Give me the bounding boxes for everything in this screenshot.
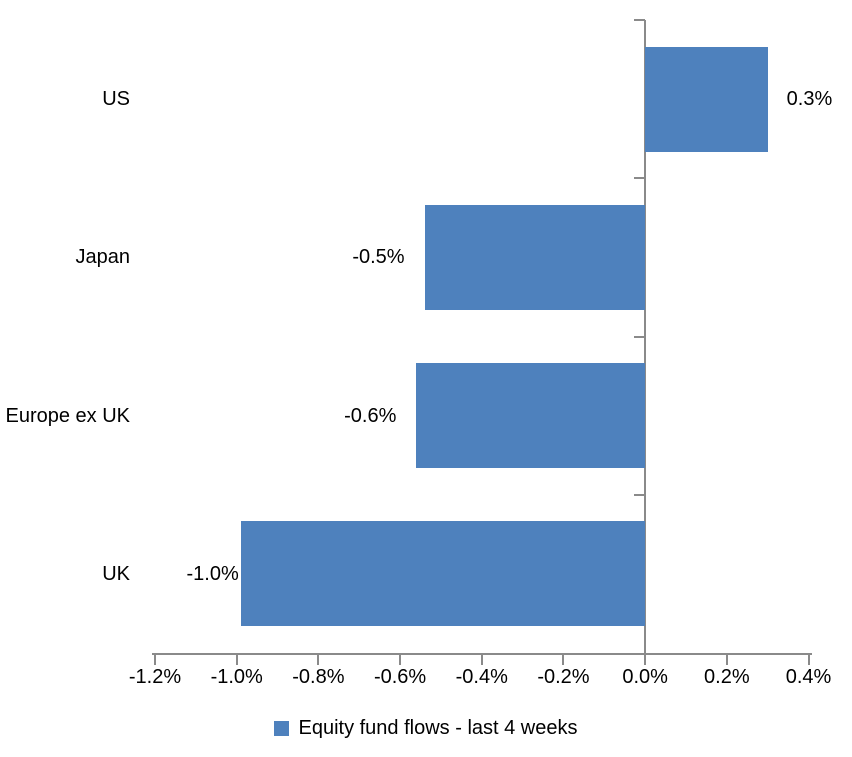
x-axis-tick — [807, 653, 810, 665]
x-axis-tick-label: 0.4% — [785, 666, 832, 688]
x-axis-tick-label: -0.6% — [373, 666, 427, 688]
y-axis-tick — [634, 493, 646, 496]
x-axis-tick-label: -1.2% — [128, 666, 182, 688]
data-label-europe-ex-uk: -0.6% — [344, 404, 397, 427]
category-label-japan: Japan — [75, 246, 131, 269]
bar-japan — [424, 204, 646, 310]
x-axis-tick — [480, 653, 483, 665]
x-axis-tick-label: 0.2% — [704, 666, 750, 688]
x-axis-tick — [562, 653, 565, 665]
y-axis-tick — [634, 19, 646, 21]
data-label-us: 0.3% — [786, 88, 833, 111]
y-axis-tick — [634, 335, 646, 338]
bar-us — [645, 46, 768, 152]
x-axis-tick-label: -1.0% — [210, 666, 263, 688]
x-axis-tick-label: -0.4% — [455, 666, 508, 688]
x-axis-tick — [317, 653, 320, 665]
x-axis-tick — [644, 653, 647, 665]
x-axis-tick — [235, 653, 238, 665]
x-axis-tick-label: 0.0% — [622, 666, 668, 688]
x-axis-tick-label: -0.8% — [292, 666, 345, 688]
y-axis-line — [644, 20, 647, 665]
bar-europe-ex-uk — [416, 363, 646, 469]
x-axis-tick — [154, 653, 156, 665]
bar-uk — [240, 521, 646, 627]
category-label-us: US — [102, 88, 130, 111]
x-axis-tick — [399, 653, 402, 665]
data-label-uk: -1.0% — [186, 562, 239, 585]
legend: Equity fund flows - last 4 weeks — [0, 716, 852, 740]
category-label-uk: UK — [102, 562, 130, 585]
x-axis-tick — [725, 653, 728, 665]
data-label-japan: -0.5% — [352, 246, 405, 269]
x-axis-tick-label: -0.2% — [537, 666, 590, 688]
y-axis-tick — [634, 177, 646, 180]
legend-label: Equity fund flows - last 4 weeks — [298, 717, 578, 739]
legend-swatch-icon — [274, 720, 290, 736]
category-label-europe-ex-uk: Europe ex UK — [5, 404, 130, 427]
